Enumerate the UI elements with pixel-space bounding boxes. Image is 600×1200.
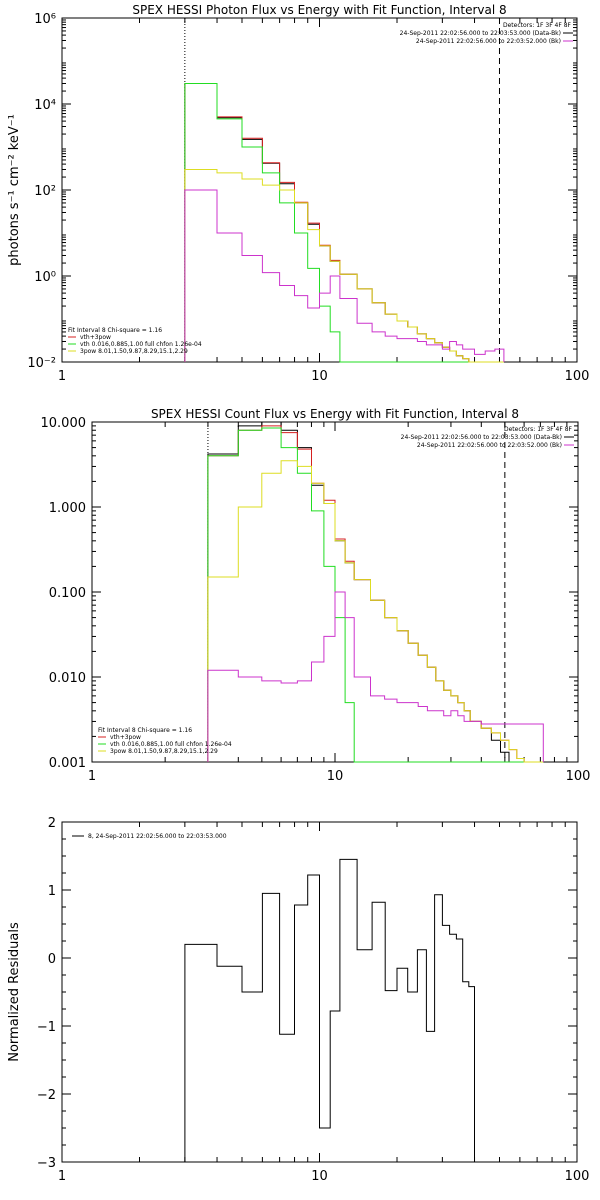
legend-fit-entry: vth+3pow: [110, 734, 141, 741]
y-tick-label: 2: [48, 816, 56, 831]
legend-fit-entry: vth+3pow: [80, 334, 111, 341]
y-tick-label: 0.100: [49, 586, 86, 601]
legend-detectors: Detectors: 1F 3F 4F 8F: [504, 426, 573, 433]
y-tick-label: 10⁻²: [27, 356, 56, 371]
x-tick-label: 1: [58, 1169, 66, 1184]
x-tick-label: 10: [327, 769, 344, 784]
x-tick-label: 100: [565, 1169, 590, 1184]
legend-fit-entry: 3pow 8.01,1.50,9.87,8.29,15.1,2.29: [80, 348, 188, 355]
y-tick-label: 10⁴: [34, 98, 56, 113]
legend-fit-entry: vth 0.016,0.885,1.00 full chfon 1.26e-04: [80, 341, 202, 348]
legend-fit-entry: vth 0.016,0.885,1.00 full chfon 1.26e-04: [110, 741, 232, 748]
y-tick-label: 10²: [34, 184, 56, 199]
legend-detectors: Detectors: 1F 3F 4F 8F: [503, 22, 572, 29]
legend-entry: 24-Sep-2011 22:02:56.000 to 22:03:52.000…: [416, 38, 561, 45]
y-tick-label: 1.000: [49, 501, 86, 516]
y-tick-label: 10.000: [41, 416, 87, 431]
chart-title: SPEX HESSI Photon Flux vs Energy with Fi…: [132, 3, 506, 17]
legend-entry: 24-Sep-2011 22:02:56.000 to 22:03:52.000…: [417, 442, 562, 449]
y-tick-label: 0.001: [49, 756, 86, 771]
legend-fit-header: Fit Interval 8 Chi-square = 1.16: [68, 327, 162, 334]
x-tick-label: 100: [566, 769, 591, 784]
chart-title: SPEX HESSI Count Flux vs Energy with Fit…: [151, 407, 519, 421]
y-tick-label: 10⁰: [34, 270, 56, 285]
series-line-2: [207, 427, 544, 763]
y-tick-label: −3: [37, 1156, 56, 1171]
x-tick-label: 1: [58, 369, 66, 384]
y-tick-label: 10⁶: [34, 12, 56, 27]
legend-fit-header: Fit Interval 8 Chi-square = 1.16: [98, 727, 192, 734]
series-line-4: [184, 189, 505, 362]
legend-entry: 24-Sep-2011 22:02:56.000 to 22:03:53.000…: [401, 434, 562, 441]
series-line-1: [207, 425, 544, 763]
x-tick-label: 10: [311, 369, 328, 384]
legend-entry: 8, 24-Sep-2011 22:02:56.000 to 22:03:53.…: [88, 833, 227, 840]
series-line-0: [184, 858, 475, 1162]
y-tick-label: 1: [48, 884, 56, 899]
y-tick-label: −2: [37, 1088, 56, 1103]
series-line-1: [184, 83, 504, 363]
series-line-3: [207, 460, 544, 763]
x-tick-label: 100: [565, 369, 590, 384]
series-line-3: [184, 169, 504, 363]
x-tick-label: 10: [311, 1169, 328, 1184]
series-line-4: [207, 591, 544, 762]
legend-entry: 24-Sep-2011 22:02:56.000 to 22:03:53.000…: [400, 30, 561, 37]
series-line-0: [184, 83, 504, 363]
series-line-2: [184, 83, 504, 363]
series-line-0: [207, 421, 544, 763]
y-tick-label: −1: [37, 1020, 56, 1035]
y-tick-label: 0: [48, 952, 56, 967]
y-tick-label: 0.010: [49, 671, 86, 686]
x-tick-label: 1: [88, 769, 96, 784]
y-axis-label: Normalized Residuals: [7, 922, 22, 1062]
y-axis-label: photons s⁻¹ cm⁻² keV⁻¹: [7, 114, 22, 266]
legend-fit-entry: 3pow 8.01,1.50,9.87,8.29,15.1,2.29: [110, 748, 218, 755]
